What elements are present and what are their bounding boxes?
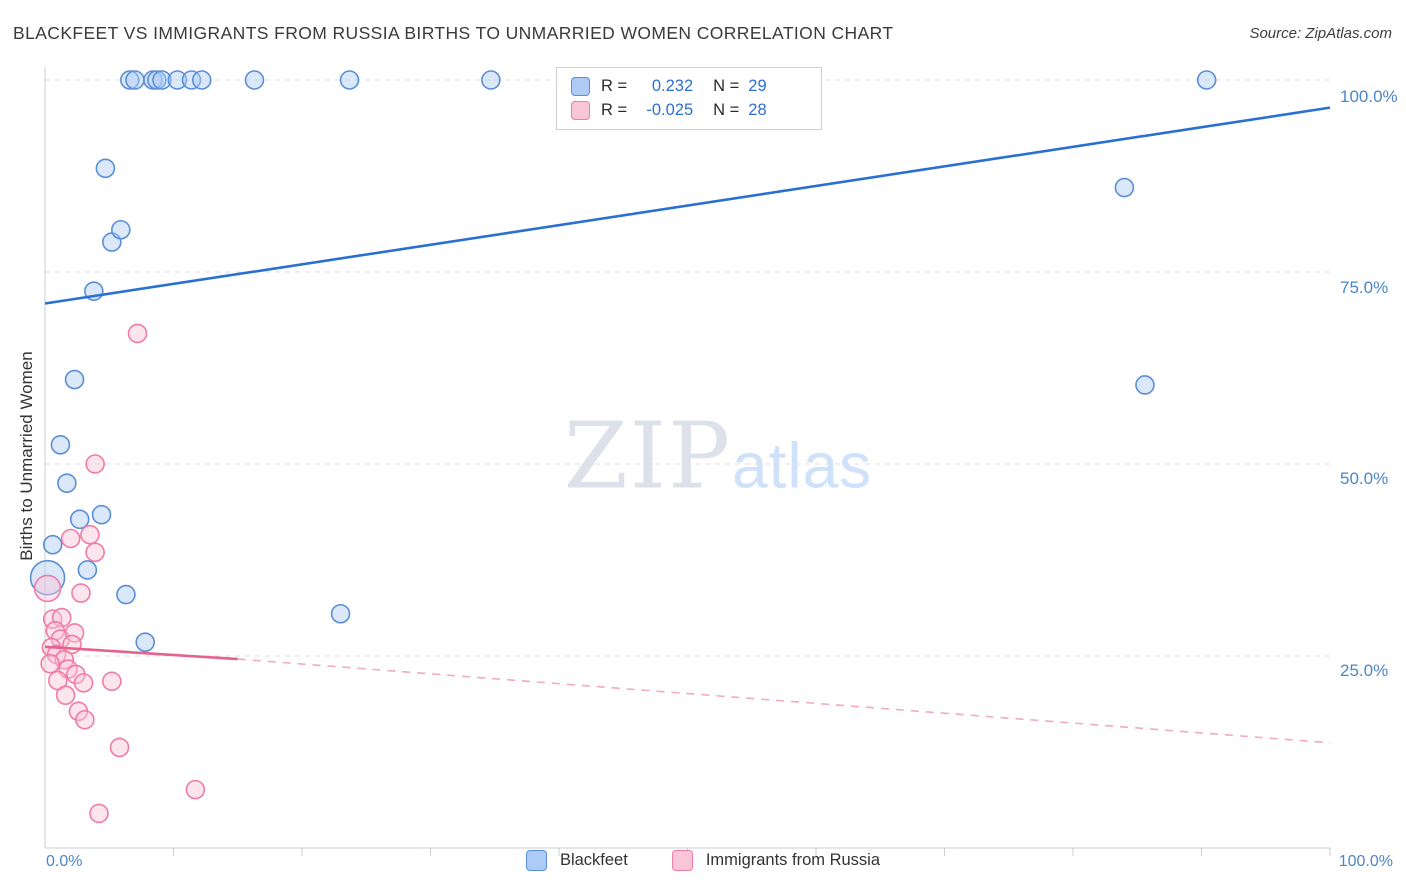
- data-point: [73, 673, 94, 693]
- data-point: [127, 323, 148, 344]
- data-point: [481, 70, 501, 90]
- data-point: [75, 709, 95, 730]
- data-point: [125, 70, 145, 90]
- data-point: [95, 158, 116, 179]
- data-point: [152, 70, 172, 90]
- n-value-blackfeet: 29: [748, 77, 767, 95]
- data-point: [85, 542, 105, 563]
- data-point: [57, 473, 77, 494]
- legend-row-russia: R = -0.025 N = 28: [571, 101, 807, 120]
- r-value-russia: -0.025: [646, 101, 694, 119]
- y-tick-50: 50.0%: [1340, 469, 1389, 488]
- data-point: [77, 560, 98, 580]
- data-point: [111, 219, 131, 240]
- correlation-legend-box: R = 0.232 N = 29 R = -0.025 N = 28: [556, 67, 822, 130]
- data-point: [181, 70, 202, 90]
- x-axis-min-label: 0.0%: [46, 853, 83, 870]
- data-point: [80, 524, 100, 545]
- data-point: [146, 70, 167, 90]
- data-point: [29, 559, 66, 596]
- data-point: [1114, 177, 1135, 198]
- data-point: [42, 534, 63, 555]
- trend-line: [237, 658, 1331, 744]
- data-point: [102, 671, 122, 692]
- russia-legend-swatch-icon: [671, 850, 693, 871]
- blackfeet-legend-swatch-icon: [525, 850, 547, 871]
- data-point: [135, 632, 156, 652]
- russia-swatch-icon: [571, 101, 590, 120]
- x-axis-max-label: 100.0%: [1338, 853, 1393, 870]
- data-point: [339, 70, 360, 90]
- data-point: [167, 70, 188, 90]
- data-point: [1196, 70, 1217, 90]
- data-point: [71, 583, 91, 603]
- data-point: [69, 509, 90, 530]
- data-point: [109, 737, 130, 758]
- data-point: [1135, 375, 1155, 395]
- data-point: [40, 653, 60, 674]
- y-tick-75: 75.0%: [1340, 278, 1389, 297]
- data-point: [60, 528, 81, 549]
- data-point: [330, 603, 351, 624]
- y-tick-25: 25.0%: [1340, 661, 1389, 680]
- data-point: [89, 803, 109, 824]
- data-point: [91, 504, 112, 525]
- data-point: [244, 70, 265, 90]
- data-point: [64, 369, 85, 390]
- data-point: [50, 434, 71, 455]
- data-point: [33, 574, 62, 603]
- blackfeet-swatch-icon: [571, 77, 590, 96]
- r-label: R =: [601, 101, 628, 119]
- trend-line: [44, 645, 238, 661]
- legend-row-blackfeet: R = 0.232 N = 29: [571, 77, 807, 96]
- trend-line: [44, 106, 1331, 305]
- r-label: R =: [601, 77, 628, 95]
- data-point: [191, 70, 212, 90]
- n-label: N =: [713, 101, 740, 119]
- blackfeet-legend-label: Blackfeet: [559, 851, 628, 869]
- y-tick-100: 100.0%: [1340, 87, 1398, 106]
- n-value-russia: 28: [748, 101, 767, 119]
- data-point: [55, 685, 76, 705]
- data-point: [120, 70, 140, 90]
- n-label: N =: [713, 77, 740, 95]
- data-point: [185, 779, 206, 800]
- page-title: BLACKFEET VS IMMIGRANTS FROM RUSSIA BIRT…: [13, 23, 894, 43]
- data-point: [64, 623, 85, 643]
- r-value-blackfeet: 0.232: [651, 77, 694, 95]
- source-attribution: Source: ZipAtlas.com: [1249, 25, 1392, 42]
- russia-legend-label: Immigrants from Russia: [705, 851, 881, 869]
- data-point: [116, 584, 136, 605]
- series-legend: Blackfeet Immigrants from Russia: [0, 850, 1406, 871]
- data-point: [85, 454, 105, 474]
